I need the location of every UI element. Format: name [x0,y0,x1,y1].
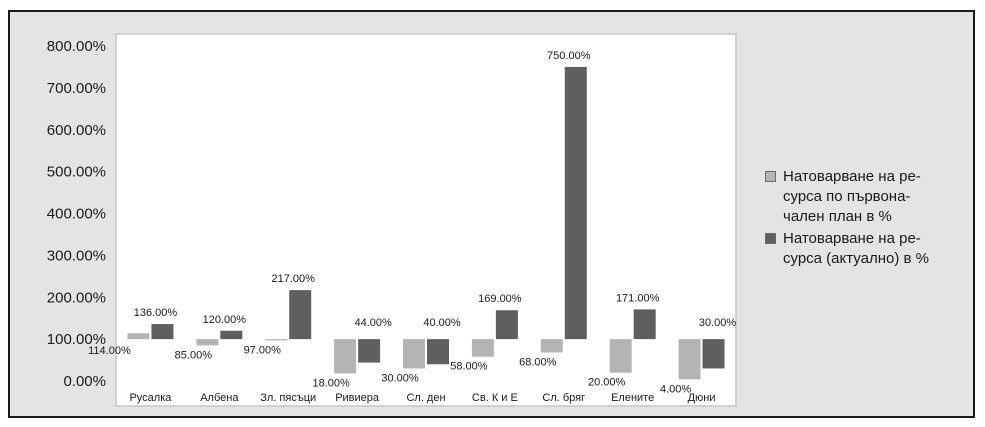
data-label-series-1: 85.00% [175,349,213,361]
y-tick-label: 800.00% [47,38,106,55]
legend-label: Натоварване на ре- [783,168,921,185]
category-label: Дюни [688,392,716,404]
data-label-series-2: 120.00% [203,314,247,326]
category-label: Св. К и Е [472,392,518,404]
bar-series-1 [265,339,288,341]
bar-series-2 [702,339,725,369]
data-labels: 114.00% 85.00% 97.00% 18.00% 30.00% 58.00% 68.… [88,50,736,395]
category-label: Ривиера [335,392,380,404]
y-tick-label: 600.00% [47,122,106,139]
y-tick-label: 200.00% [47,289,106,306]
data-label-series-1: 20.00% [588,377,626,389]
legend: Натоварване на ре-сурса по първона-чален… [765,167,975,271]
data-label-series-2: 136.00% [134,307,178,319]
data-label-series-2: 169.00% [478,293,522,305]
y-tick-label: 100.00% [47,331,106,348]
category-label: Албена [200,392,239,404]
bar-series-1 [471,339,494,357]
data-label-series-1: 58.00% [450,361,488,373]
data-label-series-1: 97.00% [244,344,282,356]
data-label-series-2: 44.00% [354,317,392,329]
legend-label: сурса по първона- [783,188,911,205]
legend-item-series-1: Натоварване на ре-сурса по първона-чален… [765,167,975,227]
plot-area [115,33,737,407]
bar-chart: 0.00% 100.00% 200.00% 300.00% 400.00% 500.00%… [47,33,737,407]
bar-series-2 [220,330,243,340]
chart-frame: 0.00% 100.00% 200.00% 300.00% 400.00% 500.00%… [8,10,975,418]
data-label-series-2: 171.00% [616,292,660,304]
y-tick-label: 400.00% [47,206,106,223]
data-label-series-1: 68.00% [519,357,557,369]
legend-swatch [765,171,776,182]
legend-swatch [765,233,776,244]
bar-series-1 [196,339,219,346]
bar-series-2 [151,324,174,340]
category-label: Сл. бряг [542,392,585,404]
category-label: Сл. ден [406,392,445,404]
bar-series-2 [427,339,449,365]
category-label: Зл. пясъци [260,392,316,404]
y-tick-label: 500.00% [47,164,106,181]
bar-series-2 [495,310,518,340]
category-label: Елените [611,392,654,404]
legend-label: сурса (актуално) в % [783,250,929,267]
legend-label: чален план в % [783,208,892,225]
bars [127,66,725,380]
data-label-series-1: 30.00% [381,372,419,384]
bar-series-2 [289,290,312,340]
bar-series-1 [678,339,701,380]
data-label-series-2: 217.00% [272,273,316,285]
bar-series-1 [403,339,425,369]
category-label: Русалка [129,392,172,404]
y-tick-label: 700.00% [47,80,106,97]
data-label-series-1: 18.00% [312,377,350,389]
data-label-series-2: 40.00% [423,317,461,329]
data-label-series-1: 114.00% [88,345,131,357]
data-label-series-2: 750.00% [547,50,591,62]
legend-item-series-2: Натоварване на ре-сурса (актуално) в % [765,229,975,269]
bar-series-1 [540,339,563,353]
bar-series-2 [633,309,656,340]
y-tick-label: 300.00% [47,247,106,264]
bar-series-1 [334,339,357,374]
bar-series-1 [127,333,150,340]
x-axis: Русалка Албена Зл. пясъци Ривиера Сл. ден Св.… [129,392,715,404]
y-axis: 0.00% 100.00% 200.00% 300.00% 400.00% 500.00%… [47,38,106,390]
data-label-series-2: 30.00% [699,317,737,329]
bar-series-1 [609,339,632,373]
bar-series-2 [564,66,587,340]
legend-label: Натоварване на ре- [783,230,921,247]
y-tick-label: 0.00% [63,373,106,390]
data-label-series-1: 4.00% [660,383,691,395]
bar-series-2 [358,339,381,363]
